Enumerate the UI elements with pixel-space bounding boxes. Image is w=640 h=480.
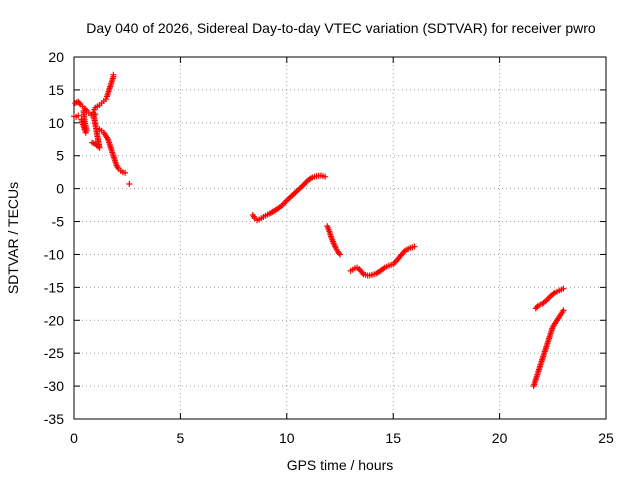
y-tick-label: 15 — [48, 82, 64, 98]
data-point — [92, 111, 99, 118]
data-point — [411, 243, 418, 250]
data-point — [359, 269, 366, 276]
chart-title: Day 040 of 2026, Sidereal Day-to-day VTE… — [86, 20, 596, 36]
y-tick-label: 10 — [48, 115, 64, 131]
data-point — [80, 107, 87, 114]
data-point — [533, 304, 540, 311]
data-point — [322, 173, 329, 180]
x-tick-label: 15 — [385, 430, 401, 446]
data-point — [102, 96, 109, 103]
x-tick-label: 20 — [492, 430, 508, 446]
data-point — [126, 181, 133, 188]
data-points — [71, 71, 567, 390]
data-point — [560, 307, 567, 314]
y-tick-label: -20 — [44, 312, 64, 328]
x-tick-label: 10 — [279, 430, 295, 446]
data-point — [76, 100, 83, 107]
y-tick-label: -10 — [44, 246, 64, 262]
x-tick-label: 0 — [70, 430, 78, 446]
axis-ticks — [73, 56, 607, 420]
x-tick-label: 5 — [177, 430, 185, 446]
data-point — [110, 71, 117, 78]
grid-lines — [74, 57, 606, 419]
x-tick-label: 25 — [598, 430, 614, 446]
data-point — [337, 251, 343, 258]
plot-frame — [73, 56, 607, 420]
data-point — [560, 285, 567, 292]
y-tick-label: -35 — [44, 411, 64, 427]
y-tick-label: -15 — [44, 279, 64, 295]
y-tick-label: 20 — [48, 49, 64, 65]
data-point — [122, 169, 129, 176]
y-tick-label: -30 — [44, 378, 64, 394]
x-axis-label: GPS time / hours — [287, 457, 394, 473]
data-point — [335, 250, 342, 257]
y-tick-label: -25 — [44, 345, 64, 361]
y-tick-label: -5 — [52, 214, 65, 230]
y-axis-label: SDTVAR / TECUs — [5, 182, 21, 294]
y-tick-label: 5 — [56, 148, 64, 164]
data-point — [75, 112, 82, 119]
y-tick-label: 0 — [56, 181, 64, 197]
